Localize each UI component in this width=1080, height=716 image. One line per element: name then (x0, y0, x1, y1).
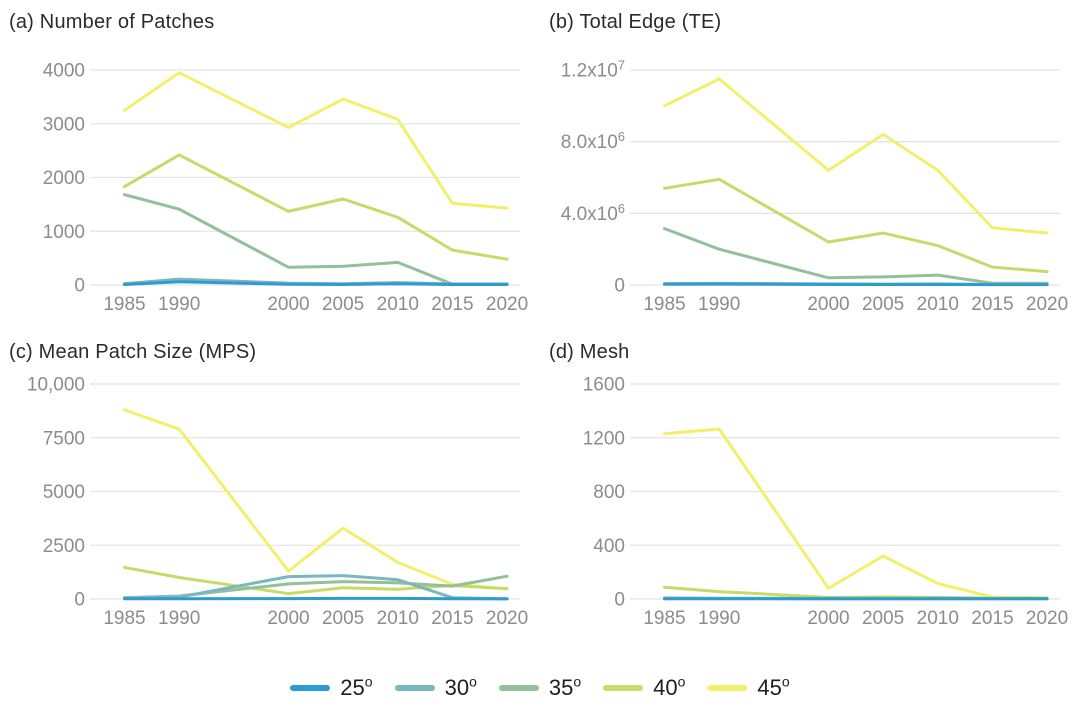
y-tick-label: 3000 (43, 114, 85, 135)
x-tick-label: 2010 (917, 608, 959, 629)
y-tick-label: 7500 (43, 428, 85, 449)
x-tick-label: 1985 (103, 294, 145, 315)
x-tick-label: 2000 (267, 294, 309, 315)
y-tick-label: 1600 (583, 375, 625, 396)
legend-item-45: 45o (707, 673, 790, 701)
legend-label-40: 40o (653, 673, 686, 700)
x-tick-label: 2015 (971, 608, 1013, 629)
legend-swatch-40 (603, 685, 644, 691)
x-tick-label: 2000 (807, 608, 849, 629)
x-tick-label: 2015 (431, 294, 473, 315)
x-tick-label: 2005 (322, 608, 364, 629)
series-line-45 (123, 408, 509, 591)
x-tick-label: 2000 (267, 608, 309, 629)
x-tick-label: 2000 (807, 294, 849, 315)
y-tick-label: 800 (593, 482, 625, 503)
series-line-40 (123, 153, 509, 261)
series-line-40 (663, 177, 1049, 274)
legend-label-25: 25o (340, 673, 373, 700)
legend-swatch-45 (707, 685, 748, 691)
x-tick-label: 2005 (862, 608, 904, 629)
y-tick-label: 1.2x107 (561, 58, 625, 82)
legend-swatch-30 (394, 685, 435, 691)
x-tick-label: 1985 (103, 608, 145, 629)
panel-grid: (a) Number of Patches 0 1000 2000 3000 4000 1… (0, 0, 1080, 660)
y-tick-label: 8.0x106 (561, 129, 625, 153)
y-tick-label: 0 (614, 590, 625, 611)
x-tick-label: 2010 (377, 608, 419, 629)
chart-a-canvas: 0 1000 2000 3000 4000 1985 1990 2000 2005 2010 201… (43, 61, 528, 316)
legend-label-35: 35o (548, 673, 582, 700)
y-tick-label: 2000 (43, 168, 85, 189)
panel-c-title: (c) Mean Patch Size (MPS) (9, 341, 257, 363)
y-tick-label: 0 (74, 590, 85, 611)
series-line-45 (123, 71, 509, 210)
legend-swatch-25 (290, 685, 331, 691)
legend-label-45: 45o (757, 673, 790, 700)
legend-item-25: 25o (290, 673, 373, 701)
panel-mean-patch-size: (c) Mean Patch Size (MPS) 0 2500 5000 7500 1… (0, 330, 540, 660)
panel-number-of-patches: (a) Number of Patches 0 1000 2000 3000 4000 1… (0, 0, 540, 330)
y-tick-label: 1000 (43, 222, 85, 243)
series-line-40 (123, 565, 509, 596)
legend-item-40: 40o (603, 675, 685, 701)
series-line-45 (663, 427, 1049, 600)
series-line-25 (123, 280, 509, 286)
x-tick-label: 1990 (158, 294, 200, 315)
panel-mesh: (d) Mesh 0 400 800 1200 1600 1985 1990 2000 2005… (540, 330, 1080, 660)
y-tick-label: 0 (74, 276, 85, 297)
x-tick-label: 2020 (486, 608, 528, 629)
y-tick-label: 400 (593, 536, 625, 557)
x-tick-label: 1990 (158, 608, 200, 629)
x-tick-label: 2005 (862, 294, 904, 315)
y-tick-label: 2500 (43, 536, 85, 557)
x-tick-label: 2020 (1026, 608, 1068, 629)
x-tick-label: 2015 (431, 608, 473, 629)
series-line-35 (123, 574, 509, 600)
series-line-25 (663, 282, 1049, 287)
x-tick-label: 1985 (643, 294, 685, 315)
chart-b-canvas: 0 4.0x106 8.0x106 1.2x107 1985 1990 2000 2005 20… (561, 58, 1068, 316)
y-tick-label: 5000 (43, 482, 85, 503)
x-tick-label: 2010 (917, 294, 959, 315)
panel-total-edge: (b) Total Edge (TE) 0 4.0x106 8.0x106 1.2x1… (540, 0, 1080, 330)
y-tick-label: 10,000 (27, 375, 85, 396)
x-tick-label: 2020 (1026, 294, 1068, 315)
series-line-35 (123, 193, 509, 286)
x-tick-label: 1990 (698, 294, 740, 315)
x-tick-label: 1990 (698, 608, 740, 629)
y-tick-label: 4000 (43, 61, 85, 82)
legend-swatch-35 (498, 685, 539, 691)
chart-c-canvas: 0 2500 5000 7500 10,000 1985 1990 2000 2005 2010 2… (27, 375, 528, 630)
x-tick-label: 1985 (643, 608, 685, 629)
x-tick-label: 2015 (971, 294, 1013, 315)
x-tick-label: 2020 (486, 294, 528, 315)
series-line-45 (663, 77, 1049, 235)
panel-d-title: (d) Mesh (549, 341, 630, 363)
y-tick-label: 4.0x106 (561, 201, 625, 225)
legend: 25o 30o 35o 40o 45o (0, 660, 1080, 716)
legend-item-30: 30o (394, 673, 477, 701)
chart-d-canvas: 0 400 800 1200 1600 1985 1990 2000 2005 2010 2015 2… (583, 375, 1068, 630)
panel-b-title: (b) Total Edge (TE) (549, 11, 722, 33)
series-line-25 (123, 596, 509, 601)
legend-item-35: 35o (498, 673, 582, 701)
x-tick-label: 2010 (377, 294, 419, 315)
y-tick-label: 0 (614, 276, 625, 297)
legend-label-30: 30o (444, 673, 477, 700)
y-tick-label: 1200 (583, 428, 625, 449)
panel-a-title: (a) Number of Patches (9, 11, 215, 33)
x-tick-label: 2005 (322, 294, 364, 315)
